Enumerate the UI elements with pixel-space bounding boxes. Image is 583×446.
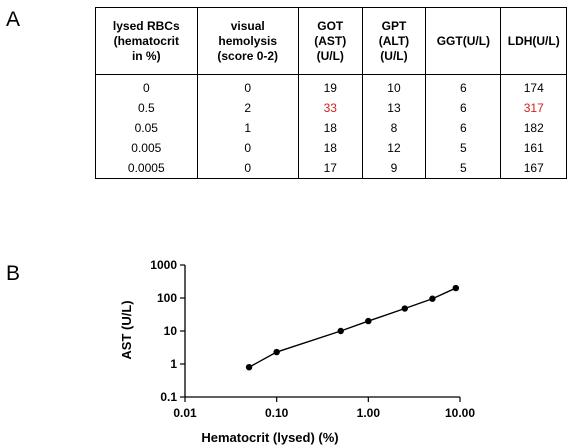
cell-gpt: 10 <box>361 74 427 98</box>
table-row: 0.05 1 18 8 6 182 <box>95 118 567 138</box>
cell-hemolysis-score: 0 <box>196 74 299 98</box>
cell-ldh: 174 <box>500 74 567 98</box>
data-point <box>401 305 409 312</box>
header-got: GOT (AST) (U/L) <box>297 7 363 75</box>
panel-b-label: B <box>6 262 21 285</box>
chart-series <box>245 284 460 371</box>
cell-ldh-highlighted: 317 <box>500 98 567 118</box>
cell-gpt: 8 <box>361 118 427 138</box>
data-point <box>273 348 280 356</box>
cell-ggt: 5 <box>425 158 502 179</box>
cell-hematocrit: 0.5 <box>95 98 198 118</box>
y-axis-label: AST (U/L) <box>119 300 134 359</box>
panel-a-label: A <box>6 8 21 31</box>
cell-hematocrit: 0.005 <box>95 138 198 158</box>
cell-ldh: 182 <box>500 118 567 138</box>
table-row: 0.0005 0 17 9 5 167 <box>95 158 567 179</box>
header-lysed-rbcs: lysed RBCs (hematocrit in %) <box>95 7 198 75</box>
header-visual-hemolysis: visual hemolysis (score 0-2) <box>196 7 299 75</box>
data-point <box>365 317 372 325</box>
x-tick-label: 0.01 <box>173 406 197 420</box>
cell-ldh: 161 <box>500 138 567 158</box>
cell-hematocrit: 0.0005 <box>95 158 198 179</box>
chart-axes <box>184 265 460 398</box>
header-ggt: GGT(U/L) <box>425 7 502 75</box>
series-line <box>248 287 457 368</box>
cell-gpt: 12 <box>361 138 427 158</box>
header-gpt: GPT (ALT) (U/L) <box>361 7 427 75</box>
cell-ggt: 6 <box>425 118 502 138</box>
table-row: 0 0 19 10 6 174 <box>95 74 567 98</box>
cell-hematocrit: 0 <box>95 74 198 98</box>
data-point <box>245 363 253 371</box>
cell-hemolysis-score: 0 <box>196 138 299 158</box>
table-row: 0.5 2 33 13 6 317 <box>95 98 567 118</box>
data-point <box>429 295 436 302</box>
ast-line-chart: 0.1 1 10 100 1000 0.01 0.10 1.00 10.00 AST (U/L)… <box>119 258 475 445</box>
table-header-row: lysed RBCs (hematocrit in %) visual hemo… <box>95 7 567 75</box>
cell-got-highlighted: 33 <box>297 98 363 118</box>
cell-ggt: 5 <box>425 138 502 158</box>
cell-hemolysis-score: 2 <box>196 98 299 118</box>
cell-hematocrit: 0.05 <box>95 118 198 138</box>
cell-gpt: 13 <box>361 98 427 118</box>
table-row: 0.005 0 18 12 5 161 <box>95 138 567 158</box>
cell-hemolysis-score: 0 <box>196 158 299 179</box>
y-tick-label: 1 <box>170 357 177 371</box>
y-tick-label: 1000 <box>150 258 177 272</box>
cell-got: 19 <box>297 74 363 98</box>
y-tick-label: 100 <box>157 291 177 305</box>
cell-got: 18 <box>297 138 363 158</box>
cell-ggt: 6 <box>425 98 502 118</box>
cell-hemolysis-score: 1 <box>196 118 299 138</box>
cell-ggt: 6 <box>425 74 502 98</box>
x-tick-label: 0.10 <box>265 406 289 420</box>
y-tick-label: 0.1 <box>160 390 177 404</box>
data-point <box>337 327 344 335</box>
cell-gpt: 9 <box>361 158 427 179</box>
y-tick-label: 10 <box>164 324 178 338</box>
enzyme-table: lysed RBCs (hematocrit in %) visual hemo… <box>95 7 567 179</box>
x-tick-label: 1.00 <box>357 406 381 420</box>
cell-ldh: 167 <box>500 158 567 179</box>
chart-ticks: 0.1 1 10 100 1000 0.01 0.10 1.00 10.00 <box>150 258 475 420</box>
cell-got: 17 <box>297 158 363 179</box>
header-ldh: LDH(U/L) <box>500 7 567 75</box>
x-axis-label: Hematocrit (lysed) (%) <box>201 430 338 445</box>
cell-got: 18 <box>297 118 363 138</box>
data-point <box>452 284 460 292</box>
x-tick-label: 10.00 <box>445 406 475 420</box>
